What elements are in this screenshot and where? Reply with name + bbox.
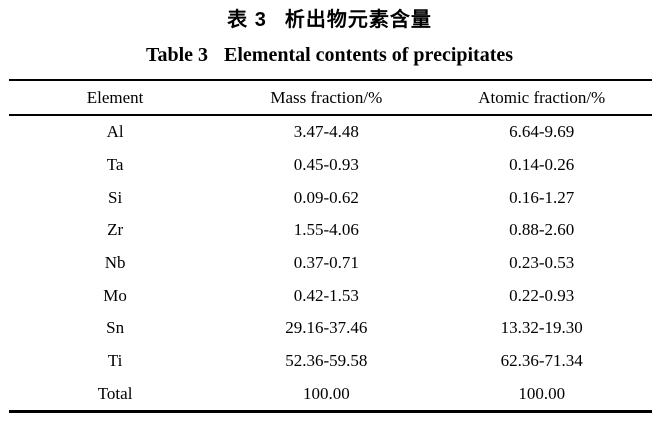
- table-caption-english: Table 3 Elemental contents of precipitate…: [0, 44, 659, 67]
- table-row: Sn 29.16-37.46 13.32-19.30: [9, 312, 652, 345]
- mass-fraction-cell: 3.47-4.48: [293, 122, 359, 142]
- atomic-fraction-cell: 13.32-19.30: [500, 318, 583, 338]
- table-row: Mo 0.42-1.53 0.22-0.93: [9, 279, 652, 312]
- table-row: Si 0.09-0.62 0.16-1.27: [9, 181, 652, 214]
- table-row: Ti 52.36-59.58 62.36-71.34: [9, 345, 652, 378]
- table-header: Element Mass fraction/% Atomic fraction/…: [9, 80, 652, 116]
- table-row: Al 3.47-4.48 6.64-9.69: [9, 115, 652, 149]
- mass-fraction-cell: 1.55-4.06: [293, 220, 359, 240]
- table-header-row: Element Mass fraction/% Atomic fraction/…: [9, 80, 652, 116]
- mass-fraction-cell: 29.16-37.46: [285, 318, 368, 338]
- element-cell: Total: [97, 383, 133, 403]
- atomic-fraction-cell: 0.16-1.27: [509, 187, 575, 207]
- table-row: Total 100.00 100.00: [9, 378, 652, 412]
- atomic-fraction-cell: 100.00: [518, 383, 566, 403]
- element-cell: Sn: [106, 318, 125, 338]
- mass-fraction-cell: 0.09-0.62: [293, 187, 359, 207]
- table-row: Zr 1.55-4.06 0.88-2.60: [9, 214, 652, 247]
- element-cell: Ta: [106, 155, 124, 175]
- atomic-fraction-cell: 62.36-71.34: [500, 351, 583, 371]
- atomic-fraction-cell: 0.23-0.53: [509, 253, 575, 273]
- mass-fraction-cell: 100.00: [302, 383, 350, 403]
- elemental-contents-table: Element Mass fraction/% Atomic fraction/…: [9, 79, 652, 414]
- element-cell: Al: [106, 122, 124, 142]
- table-caption-english-title: Elemental contents of precipitates: [224, 44, 514, 66]
- mass-fraction-cell: 0.45-0.93: [293, 155, 359, 175]
- table-caption-chinese: 表 3 析出物元素含量: [0, 3, 659, 32]
- table-body: Al 3.47-4.48 6.64-9.69 Ta 0.45-0.93 0.14-0.26…: [9, 115, 652, 412]
- element-cell: Zr: [107, 220, 124, 240]
- atomic-fraction-cell: 0.22-0.93: [509, 285, 575, 305]
- table-caption-chinese-title: 析出物元素含量: [284, 9, 432, 31]
- column-header-atomic-fraction: Atomic fraction/%: [431, 80, 652, 116]
- atomic-fraction-cell: 0.14-0.26: [509, 155, 575, 175]
- table-caption-english-label: Table 3: [145, 44, 209, 66]
- element-cell: Si: [108, 187, 123, 207]
- table-caption-chinese-label: 表 3: [227, 9, 267, 31]
- atomic-fraction-cell: 6.64-9.69: [509, 122, 575, 142]
- mass-fraction-cell: 52.36-59.58: [285, 351, 368, 371]
- column-header-element: Element: [9, 80, 222, 116]
- element-cell: Ti: [107, 351, 123, 371]
- mass-fraction-cell: 0.37-0.71: [293, 253, 359, 273]
- table-row: Nb 0.37-0.71 0.23-0.53: [9, 247, 652, 280]
- element-cell: Mo: [103, 285, 127, 305]
- table-row: Ta 0.45-0.93 0.14-0.26: [9, 149, 652, 182]
- mass-fraction-cell: 0.42-1.53: [293, 285, 359, 305]
- element-cell: Nb: [104, 253, 126, 273]
- column-header-mass-fraction: Mass fraction/%: [221, 80, 432, 116]
- atomic-fraction-cell: 0.88-2.60: [509, 220, 575, 240]
